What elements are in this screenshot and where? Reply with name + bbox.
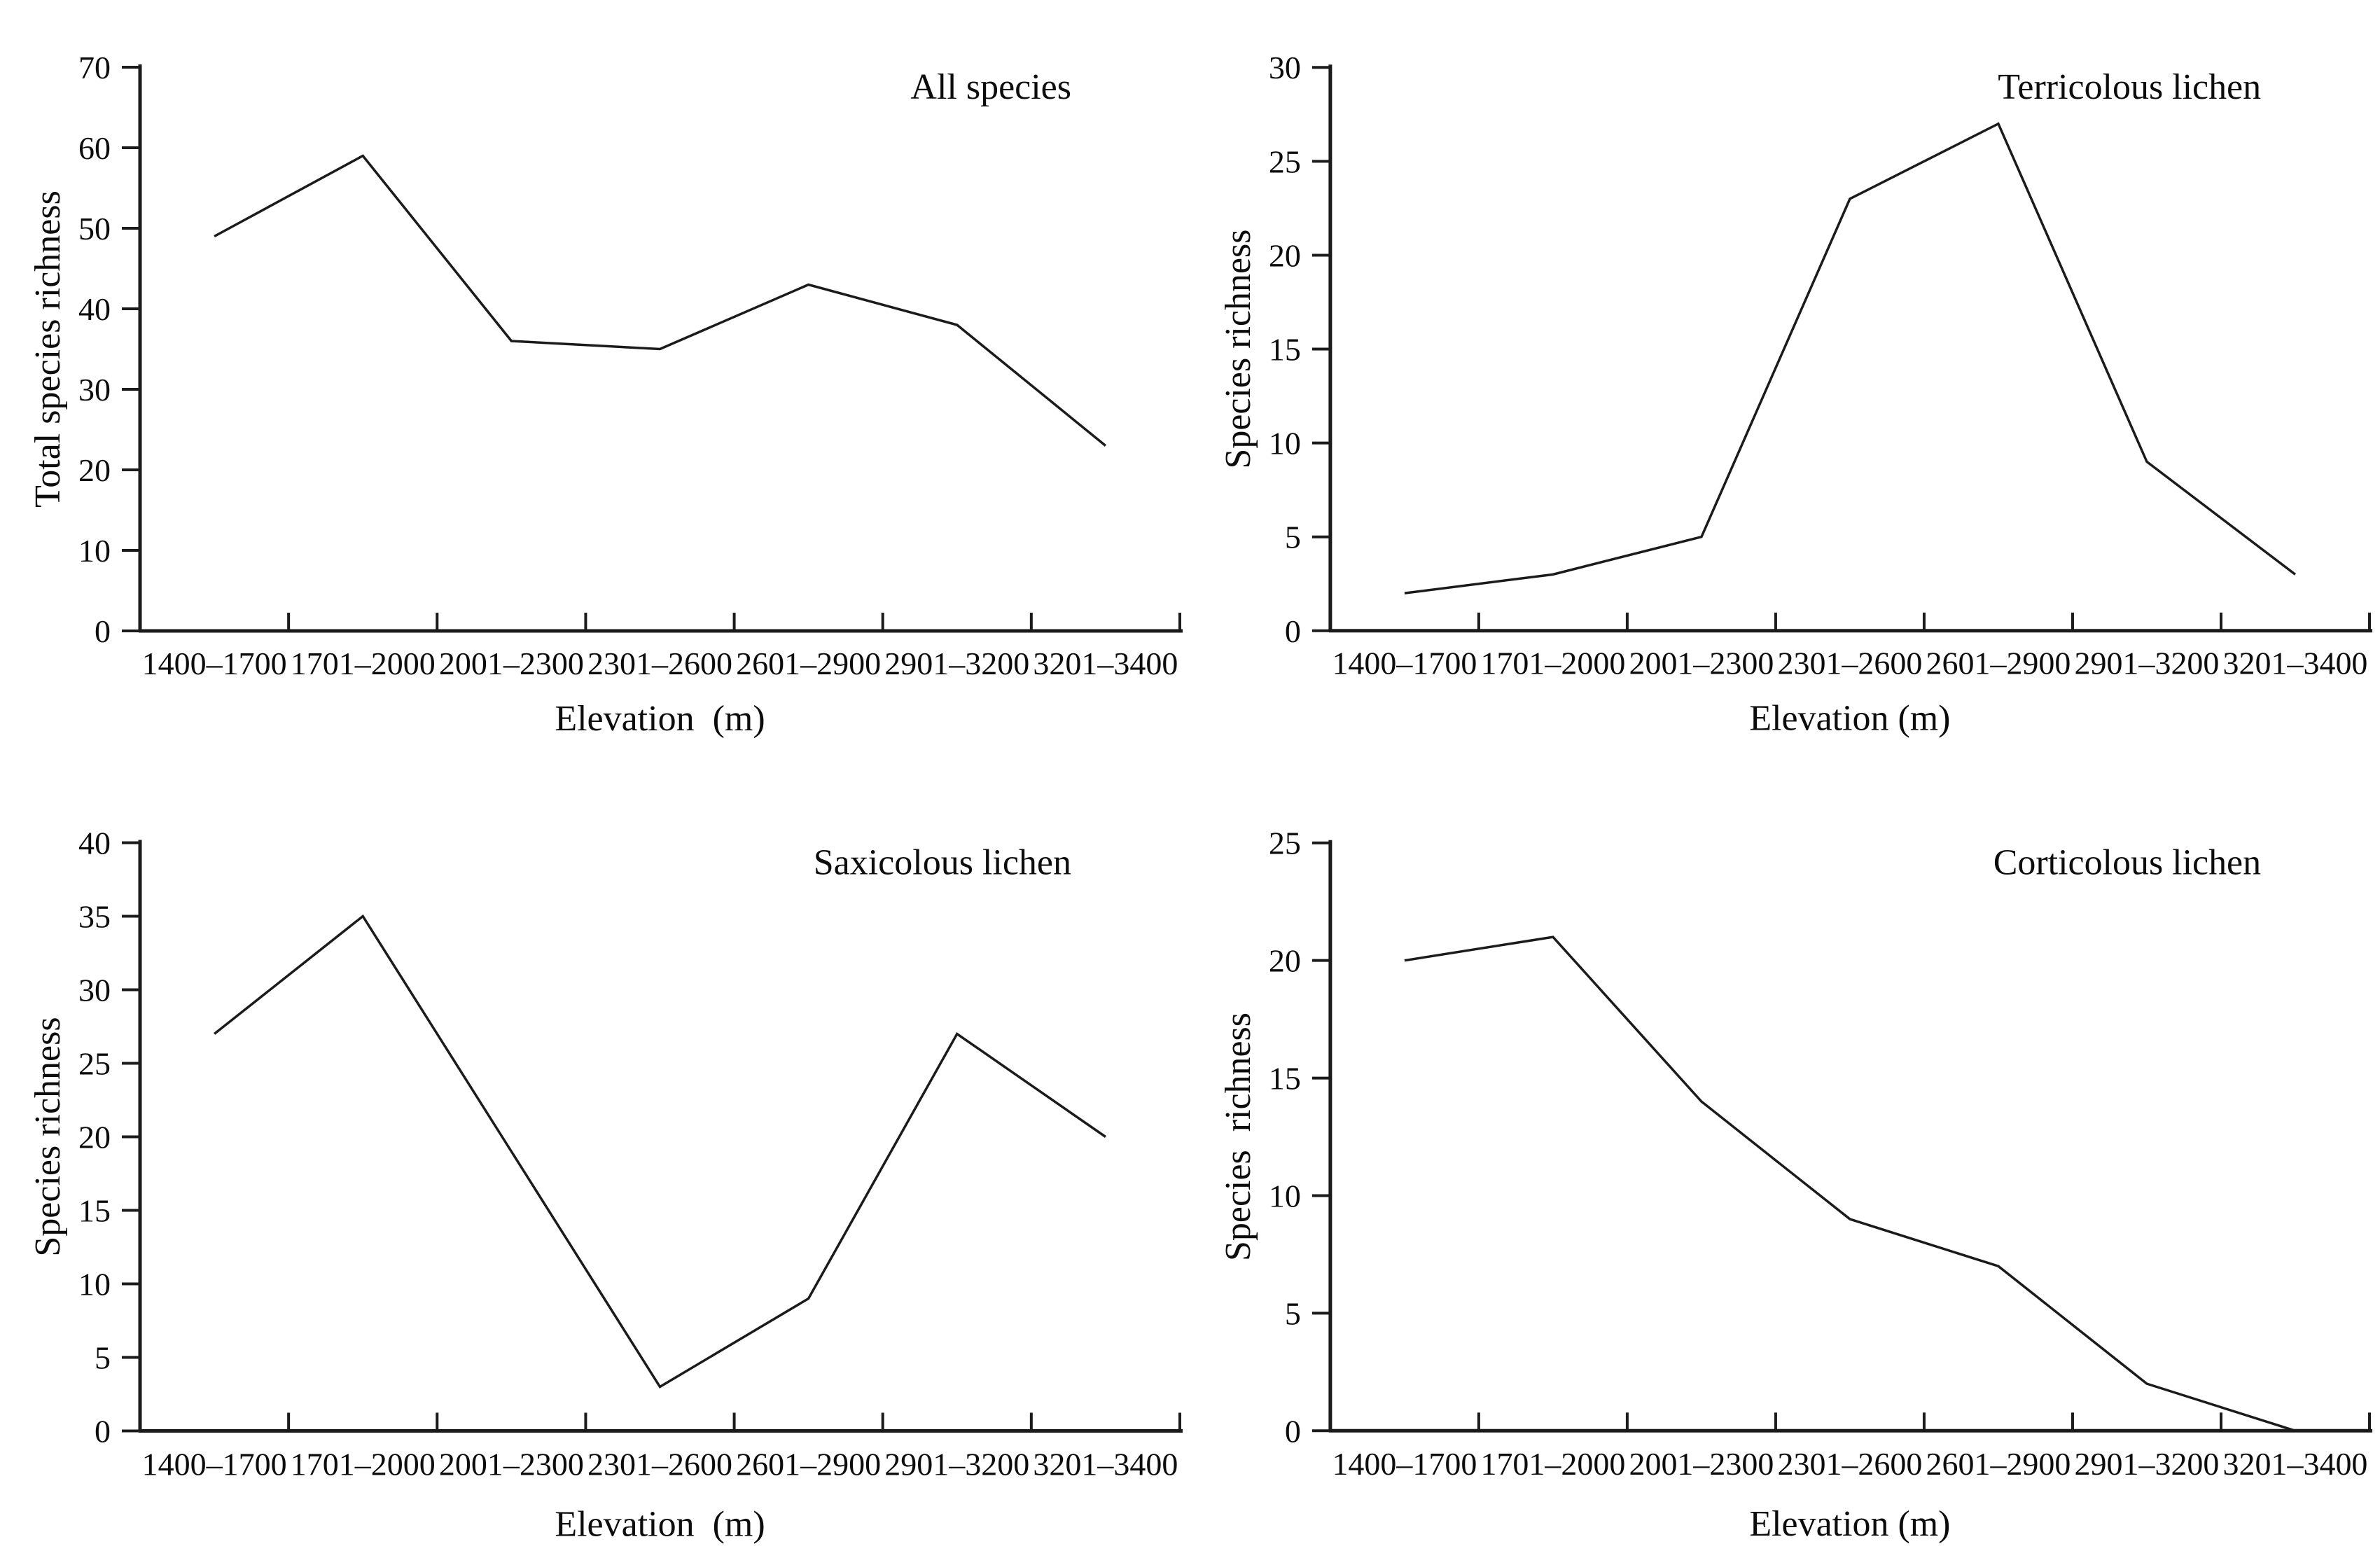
chart-title: All species [910,67,1071,107]
x-tick-label: 2001–2300 [439,1447,584,1482]
series-line [214,914,1106,1389]
x-axis-title: Elevation (m) [1749,699,1950,739]
y-tick-label: 10 [1269,1178,1301,1213]
x-axis-title: Elevation (m) [555,1505,765,1545]
chart-title: Saxicolous lichen [814,843,1071,883]
y-tick-label: 15 [78,1193,111,1229]
x-tick-label: 2901–3200 [884,646,1029,681]
y-tick-label: 50 [78,211,111,246]
y-tick-label: 30 [78,973,111,1008]
y-tick-label: 10 [78,533,111,569]
x-tick-label: 2301–2600 [1778,646,1923,681]
y-tick-label: 0 [1285,1413,1301,1449]
x-tick-label: 3201–3400 [2223,646,2368,681]
x-tick-label: 2901–3200 [2075,1446,2220,1482]
y-tick-label: 20 [1269,237,1301,273]
x-tick-label: 3201–3400 [1033,1447,1178,1482]
chart-panel-top-right: 0 5 10 15 20 25 30 1400–1700 1701–2000 2001–2300 2… [1190,0,2380,775]
y-tick-label: 25 [78,1046,111,1082]
y-tick-label: 35 [78,899,111,935]
y-axis-title: Species richness [28,1017,68,1256]
x-tick-label: 2601–2900 [1926,646,2071,681]
x-tick-label: 1400–1700 [1332,1446,1477,1482]
y-tick-label: 20 [78,1120,111,1155]
y-tick-label: 25 [1269,144,1301,179]
x-tick-label: 2301–2600 [587,646,732,681]
y-tick-label: 60 [78,130,111,166]
y-tick-label: 15 [1269,1061,1301,1097]
y-tick-label: 0 [95,1414,111,1449]
y-tick-label: 40 [78,826,111,861]
x-axis-title: Elevation (m) [555,699,765,739]
x-tick-label: 2001–2300 [1629,1446,1774,1482]
x-tick-label: 3201–3400 [1033,646,1178,681]
x-tick-label: 2601–2900 [736,646,881,681]
line-chart-saxicolous-lichen: 0 5 10 15 20 25 30 35 40 1400–1700 1701–2000 2001–2… [28,826,1183,1545]
line-chart-all-species: 0 10 20 30 40 50 60 70 1400–1700 1701–2000 2001–23… [28,50,1183,739]
y-tick-label: 30 [1269,50,1301,85]
y-tick-label: 20 [78,452,111,488]
y-tick-label: 10 [1269,426,1301,461]
y-tick-label: 25 [1269,826,1301,861]
x-tick-label: 1701–2000 [1480,1446,1625,1482]
x-tick-label: 1400–1700 [142,646,287,681]
line-chart-corticolous-lichen: 0 5 10 15 20 25 1400–1700 1701–2000 2001–2300 230… [1218,826,2373,1544]
x-tick-label: 2601–2900 [1926,1446,2071,1482]
x-tick-label: 2901–3200 [884,1447,1029,1482]
chart-panel-bottom-right: 0 5 10 15 20 25 1400–1700 1701–2000 2001–2300 230… [1190,775,2380,1551]
y-tick-label: 0 [1285,613,1301,649]
y-tick-label: 5 [1285,520,1301,555]
y-tick-label: 0 [95,613,111,649]
x-tick-label: 2601–2900 [736,1447,881,1482]
chart-title: Corticolous lichen [1993,843,2261,883]
y-axis-title: Species richness [1218,230,1258,469]
x-tick-label: 1701–2000 [291,646,436,681]
chart-panel-bottom-left: 0 5 10 15 20 25 30 35 40 1400–1700 1701–2000 2001–2… [0,775,1190,1551]
y-tick-label: 5 [1285,1295,1301,1331]
x-tick-label: 2001–2300 [1629,646,1774,681]
series-line [1404,936,2296,1432]
series-line [214,154,1107,447]
chart-panel-top-left: 0 10 20 30 40 50 60 70 1400–1700 1701–2000 2001–23… [0,0,1190,775]
y-tick-label: 70 [78,50,111,85]
y-tick-label: 40 [78,291,111,327]
x-tick-label: 1400–1700 [1332,646,1477,681]
y-tick-label: 30 [78,372,111,408]
x-tick-label: 2301–2600 [587,1447,732,1482]
y-axis-title: Total species richness [28,190,68,508]
x-tick-label: 1701–2000 [291,1447,436,1482]
y-axis-title: Species richness [1218,1013,1258,1261]
series-line [1404,122,2297,594]
x-axis-title: Elevation (m) [1749,1504,1950,1544]
y-tick-label: 15 [1269,332,1301,368]
x-tick-label: 2301–2600 [1778,1446,1923,1482]
y-tick-label: 20 [1269,943,1301,979]
y-tick-label: 10 [78,1267,111,1302]
x-tick-label: 3201–3400 [2223,1446,2368,1482]
chart-title: Terricolous lichen [1998,67,2261,107]
x-tick-label: 2901–3200 [2075,646,2220,681]
x-tick-label: 2001–2300 [439,646,584,681]
y-tick-label: 5 [95,1340,111,1376]
x-tick-label: 1701–2000 [1480,646,1625,681]
x-tick-label: 1400–1700 [142,1447,287,1482]
